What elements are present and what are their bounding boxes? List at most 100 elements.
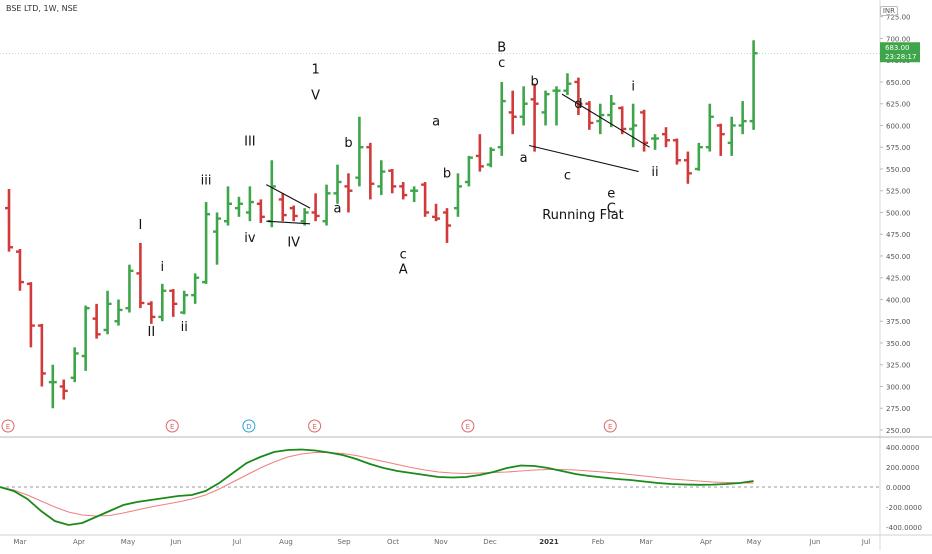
ohlc-bar [103, 290, 112, 335]
time-tick-label: Sep [337, 538, 351, 546]
ohlc-bar [180, 290, 189, 315]
macd-tick-label: -400.0000 [886, 524, 922, 532]
ohlc-bar [15, 249, 24, 291]
price-tick-label: 450.00 [886, 253, 911, 261]
price-tick-label: 400.00 [886, 296, 911, 304]
time-tick-label: Feb [592, 538, 605, 546]
trend-line [561, 93, 650, 148]
ohlc-bar [333, 164, 342, 204]
ohlc-bar [224, 186, 232, 226]
ohlc-bar [213, 212, 222, 265]
ohlc-bar [388, 168, 397, 194]
ohlc-bar [563, 73, 572, 96]
ohlc-bar [443, 208, 451, 243]
wave-label: c [400, 248, 407, 263]
macd-line [0, 448, 754, 526]
ohlc-bar [618, 106, 627, 135]
event-label: E [312, 423, 316, 431]
ohlc-bar [344, 173, 353, 213]
ohlc-bar [727, 116, 736, 156]
trend-line [528, 144, 639, 173]
time-tick-label: Jul [232, 538, 242, 546]
ohlc-bar [92, 303, 101, 339]
wave-label: iii [201, 174, 212, 189]
trend-line [266, 184, 311, 209]
price-tick-label: 650.00 [886, 79, 911, 87]
wave-label: II [148, 325, 156, 340]
price-tick-label: 425.00 [886, 275, 911, 283]
ohlc-bar [683, 151, 692, 184]
ohlc-bar [81, 305, 90, 371]
ohlc-bar [311, 193, 320, 222]
ohlc-bar [432, 203, 441, 222]
wave-label: 1 [311, 62, 319, 77]
ohlc-bar [256, 199, 265, 223]
ohlc-bar [37, 323, 46, 387]
ohlc-bar [158, 283, 167, 322]
ohlc-bar [541, 90, 550, 126]
price-tick-label: 275.00 [886, 405, 911, 413]
ohlc-bar [289, 205, 298, 222]
ohlc-bar [5, 188, 13, 252]
ohlc-bar [552, 86, 561, 126]
price-tick-label: 250.00 [886, 427, 911, 435]
ohlc-bar [59, 379, 68, 400]
ohlc-bar [202, 202, 211, 284]
ohlc-bar [114, 299, 123, 326]
wave-label: b [530, 74, 538, 89]
time-tick-label: Oct [387, 538, 399, 546]
event-label: E [6, 423, 10, 431]
ohlc-bar [453, 173, 462, 217]
time-tick-label: Aug [279, 538, 293, 546]
time-tick-label: Apr [73, 538, 85, 546]
wave-label: c [498, 56, 505, 71]
ohlc-bar [421, 182, 430, 217]
currency-badge[interactable]: INR [879, 6, 898, 16]
ohlc-bar [399, 182, 408, 200]
event-circle [1, 419, 15, 433]
price-tick-label: 500.00 [886, 209, 911, 217]
event-circle [603, 419, 617, 433]
ohlc-bar [26, 282, 35, 348]
symbol-label: BSE LTD, 1W, NSE [6, 4, 78, 13]
wave-label: b [344, 136, 352, 151]
ohlc-bar [48, 364, 57, 409]
wave-label: ii [181, 320, 188, 335]
earnings-event-marker: E [1, 419, 15, 433]
price-tick-label: 375.00 [886, 318, 911, 326]
wave-label: A [399, 262, 408, 277]
ohlc-bar [508, 90, 517, 135]
price-tick-label: 575.00 [886, 144, 911, 152]
price-tick-label: 525.00 [886, 188, 911, 196]
ohlc-bar [651, 134, 660, 150]
ohlc-bar [355, 116, 364, 187]
ohlc-bar [672, 138, 681, 165]
time-tick-label: May [747, 538, 761, 546]
event-circle [308, 419, 322, 433]
pattern-annotation: Running Flat [542, 208, 624, 223]
time-tick-label: Mar [639, 538, 652, 546]
ohlc-bar [410, 186, 419, 203]
event-circle [461, 419, 475, 433]
dividend-event-marker: D [242, 419, 256, 433]
earnings-event-marker: E [308, 419, 322, 433]
price-tick-label: 625.00 [886, 101, 911, 109]
time-tick-label: May [121, 538, 135, 546]
wave-label: i [631, 80, 635, 95]
ohlc-bar [464, 155, 473, 187]
event-circle [165, 419, 179, 433]
trend-line [266, 220, 311, 225]
price-tag-value: 683.00 [885, 44, 910, 52]
ohlc-bar [530, 83, 539, 152]
ohlc-bar [377, 160, 386, 196]
ohlc-bar [70, 347, 79, 383]
ohlc-bar [596, 103, 605, 135]
wave-label: V [311, 88, 320, 103]
wave-label: ii [651, 165, 658, 180]
earnings-event-marker: E [603, 419, 617, 433]
time-tick-label: Jun [809, 538, 821, 546]
wave-label: B [497, 41, 506, 56]
